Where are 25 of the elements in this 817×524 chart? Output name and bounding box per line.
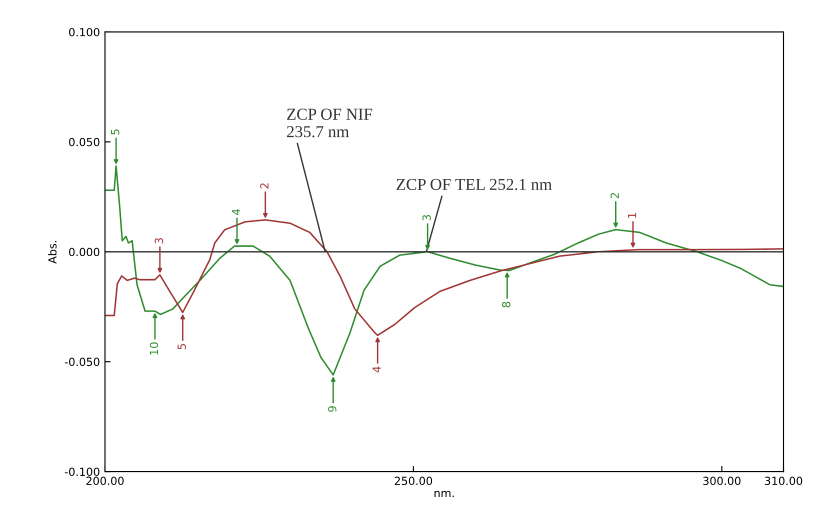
x-axis-title: nm. — [434, 490, 454, 498]
annotation: 8 — [502, 302, 510, 308]
x-tick-label: 300.00 — [703, 476, 741, 486]
annotation: 1 — [628, 212, 636, 218]
y-tick-label: 0.100 — [69, 28, 100, 36]
y-axis-title: Abs. — [48, 240, 57, 264]
annotation: 3 — [422, 215, 431, 220]
x-tick-label: 200.00 — [86, 476, 124, 486]
annotation: ZCP OF NIF 235.7 nm — [287, 108, 372, 138]
annotation: 3 — [154, 238, 164, 244]
y-tick-label: -0.050 — [64, 358, 100, 366]
annotation: 4 — [232, 209, 240, 215]
x-tick-label: 310.00 — [764, 476, 802, 486]
y-tick-label: -0.100 — [64, 468, 100, 476]
annotation: 10 — [150, 342, 158, 355]
annotation: 5 — [178, 344, 186, 350]
annotation: 5 — [111, 129, 120, 135]
annotation: 2 — [610, 193, 619, 198]
annotation: ZCP OF TEL 252.1 nm — [396, 178, 552, 190]
annotation: 4 — [372, 366, 381, 372]
y-tick-label: 0.050 — [69, 138, 100, 146]
annotation: 2 — [260, 183, 268, 189]
x-tick-label: 250.00 — [394, 476, 432, 486]
y-tick-label: 0.000 — [69, 248, 100, 256]
annotation: 9 — [328, 406, 336, 412]
